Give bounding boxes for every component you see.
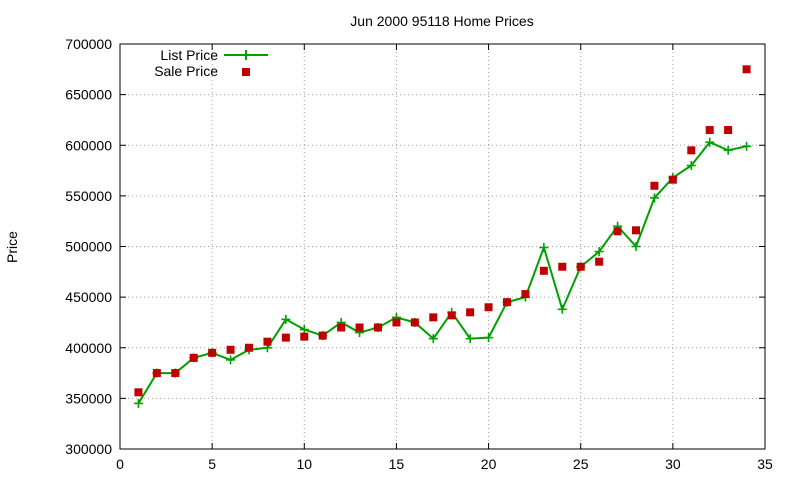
- sale-price-point: [318, 331, 327, 340]
- y-tick-label: 500000: [65, 239, 112, 255]
- x-tick-label: 10: [296, 456, 312, 472]
- sale-price-point: [576, 262, 585, 271]
- legend-marker-sale-price: [242, 68, 250, 76]
- sale-price-point: [263, 337, 272, 346]
- sale-price-point: [632, 226, 640, 235]
- sale-price-point: [503, 298, 511, 307]
- x-tick-label: 30: [665, 456, 681, 472]
- data-series: [133, 65, 752, 408]
- sale-price-point: [613, 227, 622, 236]
- sale-price-point: [742, 65, 751, 74]
- sale-price-point: [724, 126, 733, 135]
- sale-price-point: [355, 323, 364, 332]
- sale-price-point: [558, 262, 567, 271]
- sale-price-point: [281, 333, 290, 342]
- x-tick-label: 25: [573, 456, 589, 472]
- list-price-point: [557, 304, 567, 314]
- y-tick-label: 300000: [65, 441, 112, 457]
- sale-price-point: [134, 388, 143, 397]
- list-price-point: [594, 247, 604, 257]
- sale-price-point: [337, 323, 346, 332]
- y-tick-label: 350000: [65, 390, 112, 406]
- sale-price-point: [539, 266, 548, 275]
- sale-price-point: [429, 313, 438, 322]
- sale-price-point: [300, 332, 309, 341]
- list-price-point: [686, 161, 696, 170]
- list-price-point: [281, 314, 291, 324]
- list-price-point: [484, 333, 494, 343]
- sale-price-point: [171, 369, 180, 378]
- grid-lines: [120, 44, 765, 449]
- y-tick-label: 650000: [65, 87, 112, 103]
- x-tick-label: 5: [208, 456, 216, 472]
- list-price-point: [539, 243, 549, 253]
- x-tick-label: 35: [757, 456, 773, 472]
- sale-price-point: [226, 345, 235, 354]
- sale-price-point: [650, 181, 659, 190]
- list-price-point: [428, 334, 438, 344]
- list-price-point: [299, 325, 309, 335]
- y-tick-label: 700000: [65, 36, 112, 52]
- list-price-point: [226, 355, 236, 365]
- y-tick-label: 600000: [65, 137, 112, 153]
- sale-price-point: [189, 353, 198, 362]
- list-price-point: [649, 193, 659, 203]
- y-tick-label: 450000: [65, 289, 112, 305]
- legend-label-list-price: List Price: [160, 47, 218, 63]
- sale-price-point: [595, 257, 604, 266]
- list-price-line: [137, 141, 747, 404]
- x-tick-label: 0: [116, 456, 124, 472]
- sale-price-point: [392, 318, 401, 327]
- list-price-point: [465, 334, 475, 344]
- list-price-point: [723, 145, 733, 155]
- axis-ticks: 0 5 10 15 20 25 30 35 300000 350000 400000 450000 50…: [65, 36, 773, 472]
- x-tick-label: 15: [389, 456, 405, 472]
- list-price-point: [631, 242, 641, 251]
- y-tick-label: 400000: [65, 340, 112, 356]
- y-tick-label: 550000: [65, 188, 112, 204]
- legend-marker-list-price: [241, 50, 251, 60]
- sale-price-point: [484, 303, 493, 312]
- list-price-point: [705, 137, 715, 147]
- sale-price-point: [152, 369, 161, 378]
- sale-price-point: [447, 311, 456, 320]
- sale-price-point: [374, 323, 382, 332]
- sale-price-point: [521, 290, 530, 299]
- sale-price-point: [208, 348, 217, 357]
- legend: List Price Sale Price: [154, 47, 268, 79]
- legend-label-sale-price: Sale Price: [154, 63, 218, 79]
- list-price-point: [742, 141, 752, 151]
- sale-price-point: [466, 308, 475, 317]
- x-tick-label: 20: [481, 456, 497, 472]
- sale-price-point: [705, 126, 714, 135]
- sale-price-point: [687, 146, 696, 155]
- list-price-point: [133, 398, 143, 408]
- sale-price-point: [410, 318, 419, 327]
- sale-price-point: [668, 175, 677, 184]
- sale-price-point: [245, 343, 253, 352]
- chart-title: Jun 2000 95118 Home Prices: [350, 13, 533, 29]
- y-axis-label: Price: [4, 231, 20, 263]
